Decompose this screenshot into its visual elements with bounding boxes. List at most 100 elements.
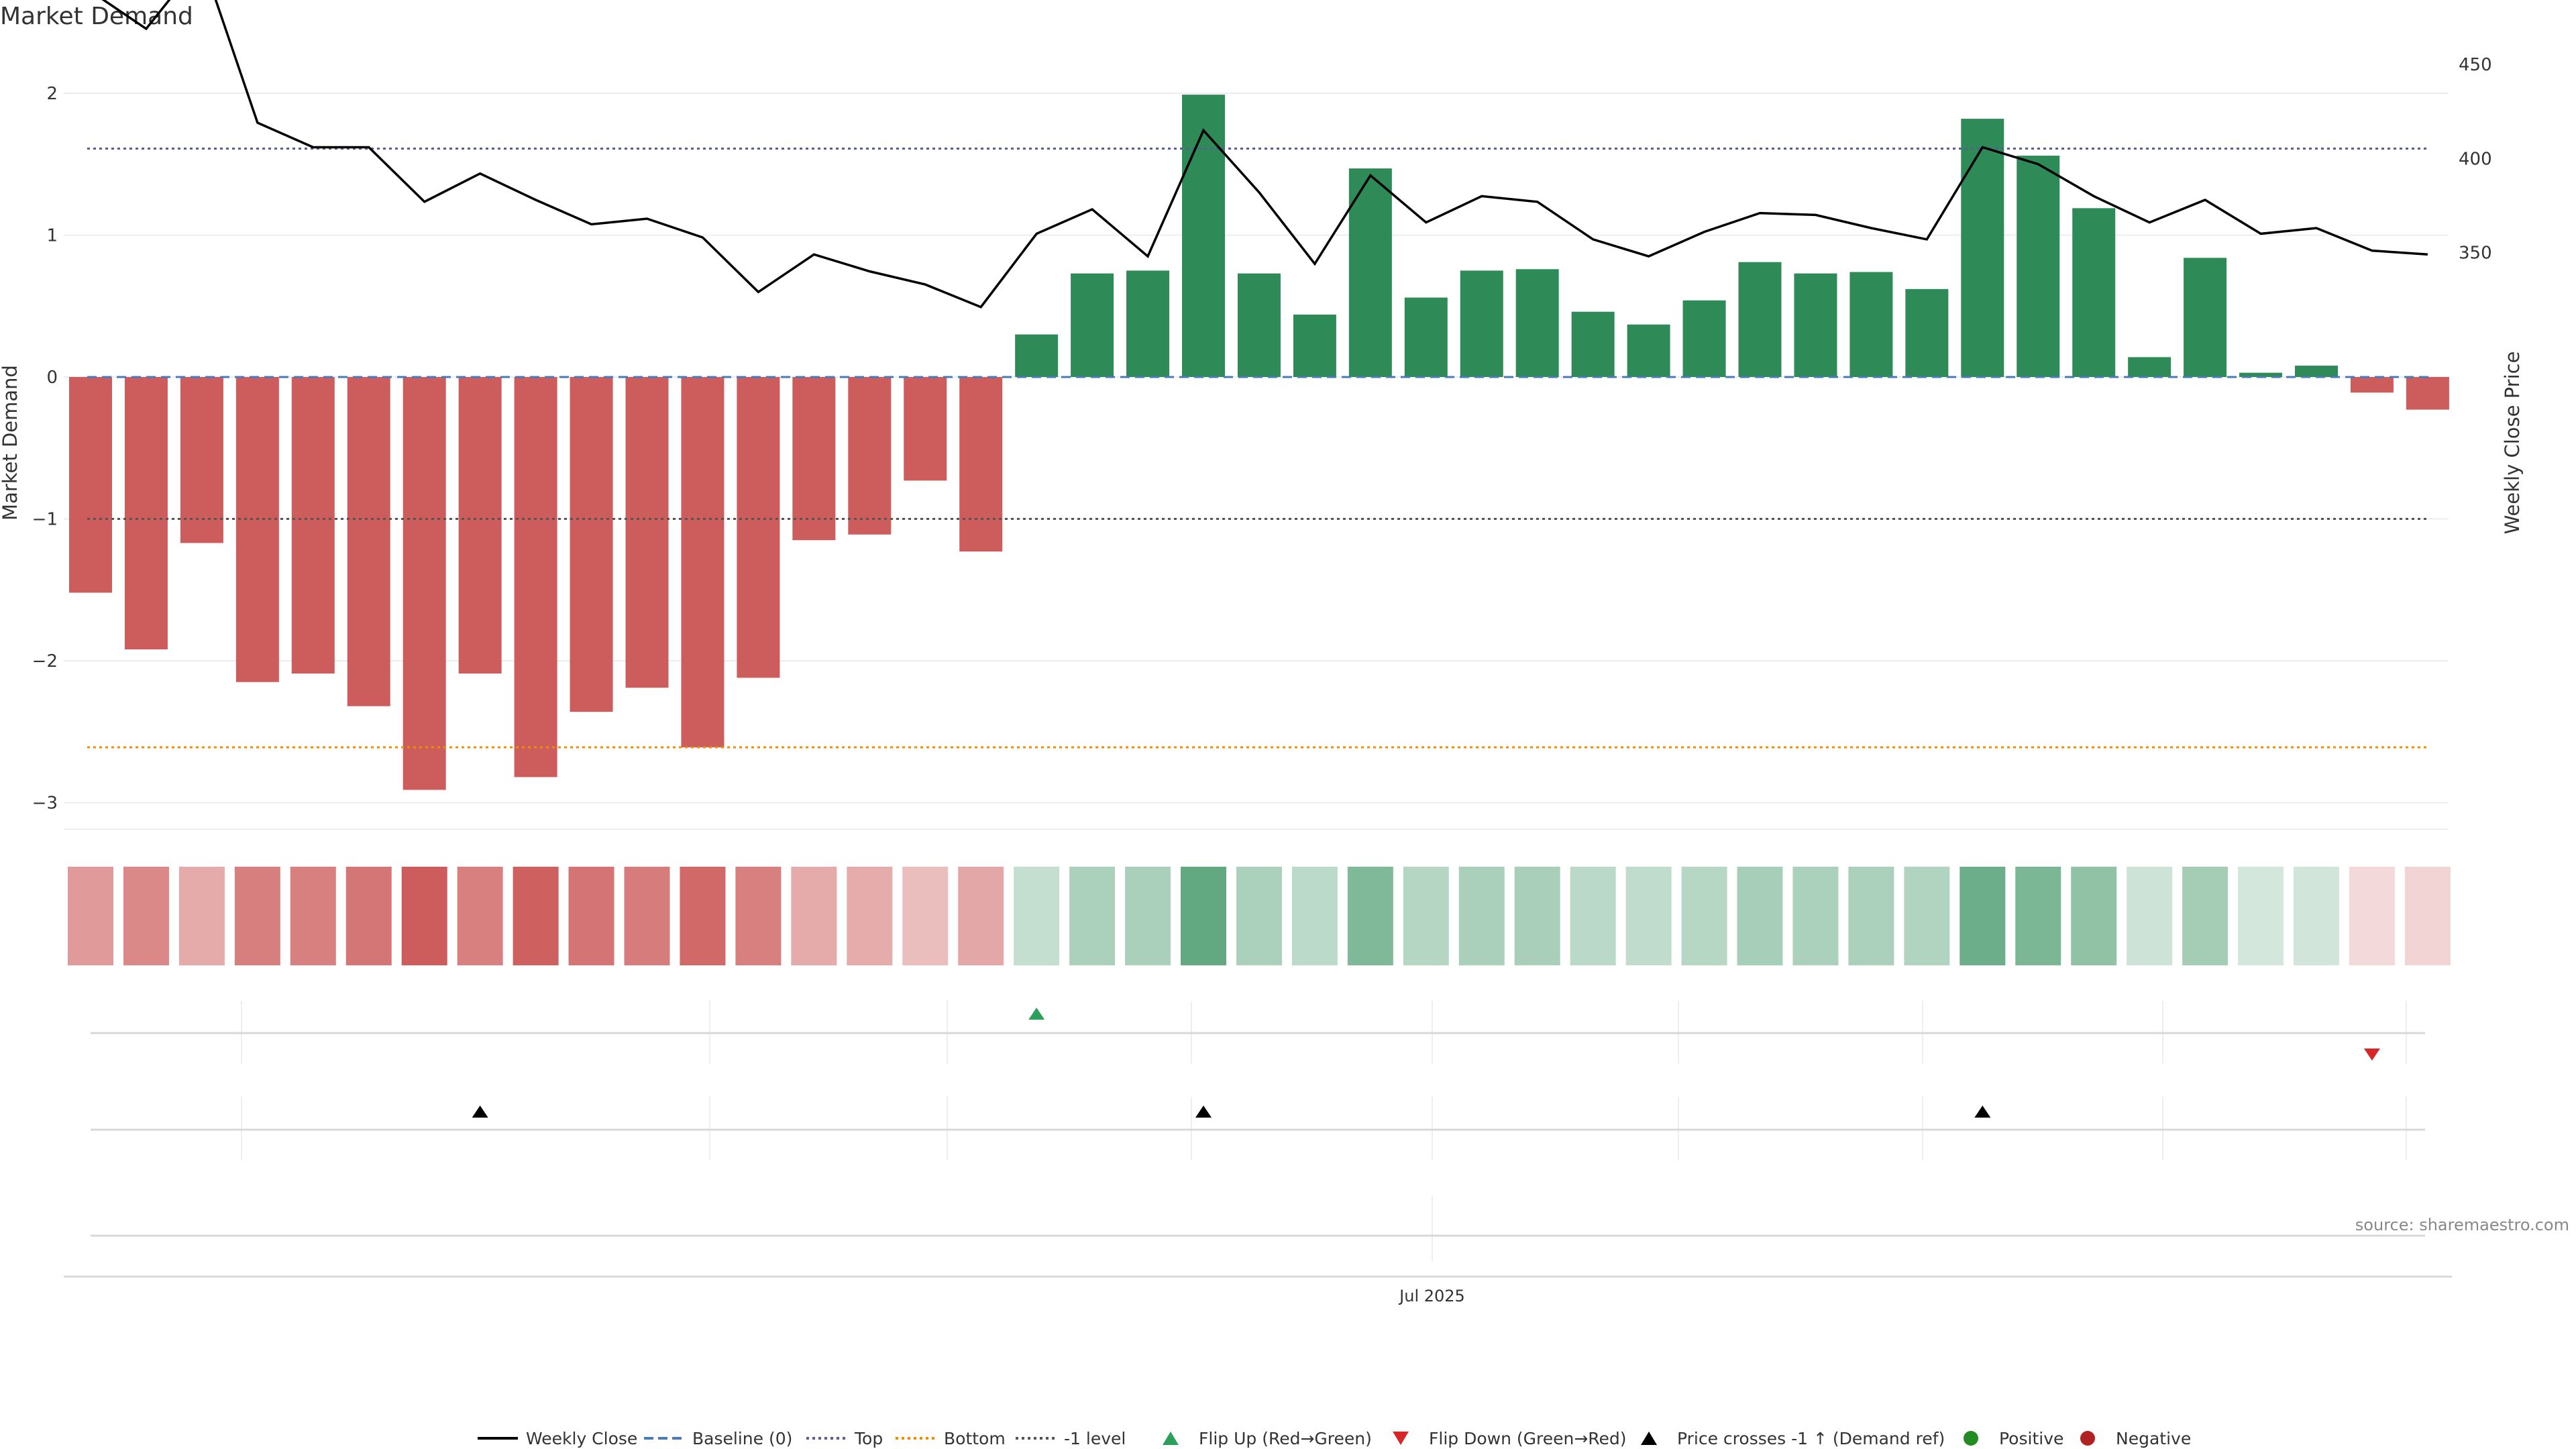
demand-bar <box>2017 156 2060 377</box>
demand-bar <box>235 377 279 682</box>
demand-bar <box>2295 366 2338 377</box>
heat-cell <box>735 867 782 965</box>
demand-bar <box>1738 262 1782 377</box>
price-cross-marker <box>472 1106 488 1118</box>
heat-cell <box>1904 867 1950 965</box>
flip-down-marker <box>2363 1049 2380 1061</box>
legend-label: Positive <box>1999 1429 2063 1448</box>
right-tick-label: 350 <box>2459 243 2492 263</box>
heat-cell <box>2182 867 2229 965</box>
demand-bar <box>737 377 780 678</box>
price-cross-marker <box>1974 1106 1991 1118</box>
heat-cell <box>513 867 559 965</box>
demand-bar <box>681 377 724 748</box>
heat-cell <box>2071 867 2117 965</box>
heat-cell <box>457 867 503 965</box>
demand-bar <box>180 377 223 543</box>
demand-bar <box>1515 269 1559 377</box>
demand-bar <box>1015 334 1059 377</box>
demand-bar <box>570 377 613 712</box>
heat-cell <box>1236 867 1282 965</box>
left-tick-label: 0 <box>46 368 58 388</box>
demand-bar <box>1237 273 1281 377</box>
left-tick-label: −3 <box>32 794 58 814</box>
heat-cell <box>2127 867 2173 965</box>
x-tick-label: Jul 2025 <box>1398 1287 1465 1305</box>
right-axis-label: Weekly Close Price <box>2501 352 2524 535</box>
demand-bar <box>1348 168 1392 377</box>
source-note: source: sharemaestro.com <box>2355 1216 2569 1234</box>
heat-cell <box>847 867 893 965</box>
heat-cell <box>1681 867 1727 965</box>
legend-label: Top <box>854 1429 883 1448</box>
demand-bar <box>1961 119 2004 377</box>
legend-swatch <box>2080 1431 2095 1446</box>
demand-bar <box>69 377 112 593</box>
demand-bar <box>2406 377 2449 410</box>
demand-bar <box>1404 297 1448 377</box>
demand-bar <box>1905 288 1949 377</box>
heat-cell <box>290 867 336 965</box>
legend-swatch <box>1393 1432 1409 1445</box>
left-tick-label: −2 <box>32 651 58 672</box>
heat-cell <box>958 867 1004 965</box>
demand-bar <box>1182 95 1225 378</box>
heat-cell <box>123 867 169 965</box>
heat-cell <box>1960 867 2006 965</box>
heat-cell <box>1014 867 1060 965</box>
heat-cell <box>1291 867 1338 965</box>
heat-cell <box>2015 867 2061 965</box>
heat-cell <box>791 867 837 965</box>
heat-cell <box>68 867 113 965</box>
demand-bar <box>2239 372 2283 377</box>
left-axis-label: Market Demand <box>0 365 21 521</box>
demand-bar <box>1849 272 1893 377</box>
demand-bar <box>1460 270 1503 377</box>
demand-bar <box>2184 258 2227 377</box>
legend-label: Bottom <box>944 1429 1006 1448</box>
demand-bar <box>2128 357 2171 377</box>
heat-cell <box>2349 867 2395 965</box>
legend-label: Negative <box>2116 1429 2191 1448</box>
heat-cell <box>345 867 392 965</box>
heat-cell <box>2294 867 2339 965</box>
heat-cell <box>1181 867 1226 965</box>
demand-bar <box>1071 273 1114 377</box>
heat-cell <box>1347 867 1393 965</box>
left-tick-label: 2 <box>46 84 58 104</box>
heat-cell <box>1737 867 1783 965</box>
demand-bar <box>514 377 557 777</box>
weekly-close-line <box>101 0 2428 309</box>
demand-bar <box>402 377 446 790</box>
demand-bar <box>1126 270 1170 377</box>
left-tick-label: 1 <box>46 226 58 246</box>
heat-cell <box>568 867 614 965</box>
right-tick-label: 400 <box>2459 149 2492 169</box>
heat-cell <box>401 867 447 965</box>
heat-cell <box>1570 867 1616 965</box>
demand-bar <box>1682 300 1726 377</box>
demand-bar <box>1293 314 1336 377</box>
heat-cell <box>178 867 225 965</box>
heat-cell <box>624 867 670 965</box>
heat-cell <box>680 867 726 965</box>
heat-cell <box>902 867 949 965</box>
demand-bar <box>625 377 669 688</box>
demand-bar <box>792 377 836 541</box>
heat-cell <box>1514 867 1560 965</box>
legend-swatch <box>1964 1431 1978 1446</box>
legend-label: -1 level <box>1064 1429 1126 1448</box>
price-cross-marker <box>1195 1106 1212 1118</box>
demand-bar <box>2350 377 2394 393</box>
heat-cell <box>1458 867 1505 965</box>
legend-label: Price crosses -1 ↑ (Demand ref) <box>1677 1429 1945 1448</box>
legend-label: Baseline (0) <box>692 1429 792 1448</box>
right-tick-label: 450 <box>2459 55 2492 75</box>
flip-up-marker <box>1028 1008 1045 1020</box>
heat-cell <box>1069 867 1116 965</box>
demand-bar <box>291 377 335 674</box>
legend-label: Flip Down (Green→Red) <box>1429 1429 1627 1448</box>
demand-bar <box>1627 324 1670 377</box>
